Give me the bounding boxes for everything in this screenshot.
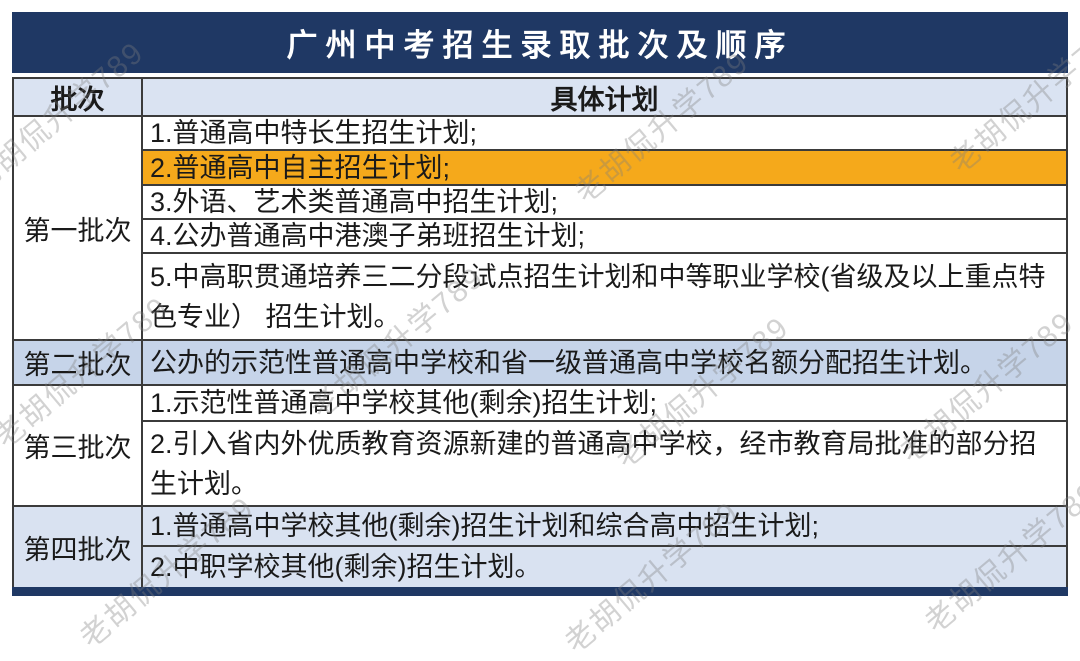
table-section: 第四批次 1.普通高中学校其他(剩余)招生计划和综合高中招生计划; 2.中职学校其他… <box>14 507 1066 587</box>
plan-rows: 1.普通高中特长生招生计划; 2.普通高中自主招生计划; 3.外语、艺术类普通高中招… <box>143 117 1066 339</box>
table-row: 1.普通高中特长生招生计划; <box>143 117 1066 151</box>
table-row: 2.引入省内外优质教育资源新建的普通高中学校，经市教育局批准的部分招生计划。 <box>143 422 1066 505</box>
table-row: 4.公办普通高中港澳子弟班招生计划; <box>143 220 1066 254</box>
footer-bar <box>12 587 1068 596</box>
table-row: 1.示范性普通高中学校其他(剩余)招生计划; <box>143 386 1066 422</box>
table-row: 1.普通高中学校其他(剩余)招生计划和综合高中招生计划; <box>143 507 1066 547</box>
page-title: 广州中考招生录取批次及顺序 <box>12 12 1068 73</box>
table-row: 2.普通高中自主招生计划; <box>143 151 1066 186</box>
batch-label: 第一批次 <box>14 117 143 339</box>
page: { "title": "广州中考招生录取批次及顺序", "watermark":… <box>0 12 1080 660</box>
column-header-batch: 批次 <box>14 79 143 115</box>
batch-label: 第三批次 <box>14 386 143 505</box>
batch-label: 第二批次 <box>14 341 143 384</box>
plan-rows: 1.普通高中学校其他(剩余)招生计划和综合高中招生计划; 2.中职学校其他(剩余)… <box>143 507 1066 587</box>
batch-table: 批次 具体计划 第一批次 1.普通高中特长生招生计划; 2.普通高中自主招生计划; 3… <box>12 77 1068 587</box>
table-section: 第三批次 1.示范性普通高中学校其他(剩余)招生计划; 2.引入省内外优质教育资源新… <box>14 386 1066 507</box>
table-sheet: 广州中考招生录取批次及顺序 批次 具体计划 第一批次 1.普通高中特长生招生计划;… <box>12 12 1068 596</box>
table-section: 第一批次 1.普通高中特长生招生计划; 2.普通高中自主招生计划; 3.外语、艺术类普… <box>14 117 1066 341</box>
table-row: 5.中高职贯通培养三二分段试点招生计划和中等职业学校(省级及以上重点特色专业） … <box>143 254 1066 339</box>
column-header-plan: 具体计划 <box>550 84 659 115</box>
table-row: 2.中职学校其他(剩余)招生计划。 <box>143 547 1066 587</box>
table-section: 第二批次 公办的示范性普通高中学校和省一级普通高中学校名额分配招生计划。 <box>14 341 1066 386</box>
table-row: 公办的示范性普通高中学校和省一级普通高中学校名额分配招生计划。 <box>143 341 1066 384</box>
plan-rows: 1.示范性普通高中学校其他(剩余)招生计划; 2.引入省内外优质教育资源新建的普通… <box>143 386 1066 505</box>
table-row: 3.外语、艺术类普通高中招生计划; <box>143 186 1066 220</box>
plan-rows: 公办的示范性普通高中学校和省一级普通高中学校名额分配招生计划。 <box>143 341 1066 384</box>
table-body: 第一批次 1.普通高中特长生招生计划; 2.普通高中自主招生计划; 3.外语、艺术类普… <box>14 117 1066 587</box>
batch-label: 第四批次 <box>14 507 143 587</box>
table-header-row: 批次 具体计划 <box>14 79 1066 117</box>
